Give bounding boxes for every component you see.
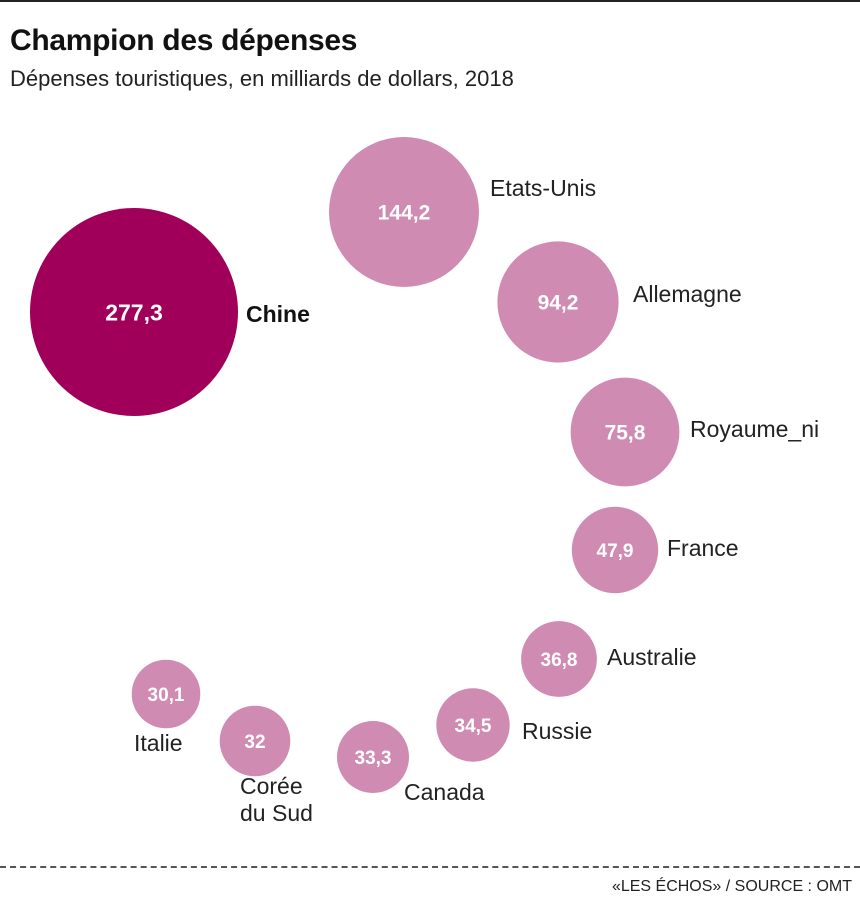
bubble-group-canada: 33,3 Canada	[337, 721, 485, 805]
bubble-value-australie: 36,8	[541, 650, 578, 671]
bubble-value-royaume-ni: 75,8	[605, 422, 646, 445]
bubble-royaume-ni	[570, 377, 680, 487]
bubble-group-etats-unis: 144,2 Etats-Unis	[329, 137, 596, 287]
bubble-russie	[436, 688, 510, 762]
bubble-value-italie: 30,1	[148, 685, 185, 706]
country-label-coree-du-sud: Corée du Sud	[240, 773, 313, 826]
chart-title: Champion des dépenses	[10, 24, 358, 57]
country-label-italie: Italie	[134, 730, 183, 756]
footer-divider	[0, 866, 860, 868]
country-label-france: France	[667, 535, 739, 561]
country-label-allemagne: Allemagne	[633, 281, 742, 307]
bubble-allemagne	[497, 241, 619, 363]
bubble-chart: 277,3 Chine 144,2 Etats-Unis 94,2 Allemagne 75…	[30, 137, 819, 826]
bubble-italie	[131, 659, 201, 729]
bubble-group-royaume-ni: 75,8 Royaume_ni	[570, 377, 819, 487]
bubble-coree-du-sud	[219, 705, 291, 777]
bubble-group-allemagne: 94,2 Allemagne	[497, 241, 742, 363]
bubble-france	[571, 506, 659, 594]
chart-subtitle: Dépenses touristiques, en milliards de d…	[10, 66, 514, 91]
bubble-chine	[30, 208, 238, 416]
bubble-group-coree-du-sud: 32 Corée du Sud	[219, 705, 313, 826]
country-label-etats-unis: Etats-Unis	[490, 175, 596, 201]
bubble-value-etats-unis: 144,2	[378, 202, 431, 225]
bubble-value-allemagne: 94,2	[538, 292, 579, 315]
source-credit: «LES ÉCHOS» / SOURCE : OMT	[611, 878, 852, 895]
country-label-chine: Chine	[246, 301, 310, 327]
top-rule	[0, 0, 860, 2]
bubble-etats-unis	[329, 137, 479, 287]
country-label-royaume-ni: Royaume_ni	[690, 416, 819, 442]
country-label-russie: Russie	[522, 718, 592, 744]
bubble-group-russie: 34,5 Russie	[436, 688, 592, 762]
bubble-group-france: 47,9 France	[571, 506, 739, 594]
bubble-group-chine: 277,3 Chine	[30, 208, 310, 416]
bubble-value-chine: 277,3	[105, 299, 163, 325]
bubble-value-coree-du-sud: 32	[244, 732, 265, 753]
bubble-group-italie: 30,1 Italie	[131, 659, 201, 756]
country-label-australie: Australie	[607, 644, 696, 670]
bubble-canada	[337, 721, 409, 793]
bubble-value-russie: 34,5	[455, 716, 492, 737]
bubble-value-france: 47,9	[597, 541, 634, 562]
country-label-canada: Canada	[404, 779, 485, 805]
bubble-australie	[521, 621, 597, 697]
bubble-group-australie: 36,8 Australie	[521, 621, 696, 697]
bubble-value-canada: 33,3	[355, 748, 392, 769]
